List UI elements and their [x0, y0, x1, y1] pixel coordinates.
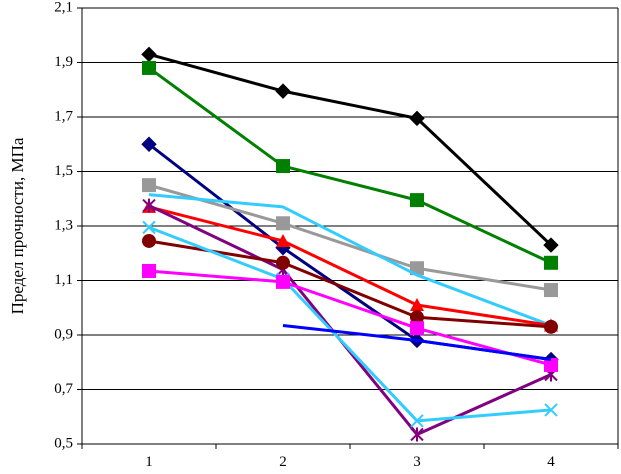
data-point-square	[142, 60, 156, 75]
data-point-square	[410, 193, 424, 208]
data-point-square	[142, 178, 156, 193]
data-point-circle	[276, 255, 290, 270]
data-point-diamond	[141, 136, 157, 152]
data-point-star	[410, 427, 424, 442]
series-11	[282, 323, 552, 362]
series-line	[148, 183, 552, 292]
series-line	[282, 323, 552, 362]
data-point-circle	[142, 233, 156, 248]
series-line	[148, 205, 552, 327]
series-line	[148, 193, 552, 327]
series-line	[148, 269, 552, 367]
y-tick-label: 1,7	[54, 108, 73, 124]
y-tick-label: 1,3	[54, 217, 73, 233]
data-point-square	[276, 216, 290, 231]
series-line	[148, 66, 552, 265]
y-tick-label: 0,9	[54, 326, 73, 342]
y-tick-label: 0,5	[54, 435, 73, 451]
data-point-x	[410, 414, 424, 428]
y-tick-label: 2,1	[54, 0, 73, 15]
data-point-circle	[410, 310, 424, 325]
y-tick-label: 1,1	[54, 272, 73, 288]
series-2	[142, 60, 558, 270]
data-point-star	[142, 198, 156, 213]
y-axis-title: Предел прочности, МПа	[8, 137, 27, 314]
x-tick-label: 3	[413, 454, 421, 470]
series-1	[141, 46, 559, 253]
series-group	[141, 46, 559, 442]
series-10	[142, 263, 558, 372]
data-point-square	[544, 357, 558, 372]
y-tick-label: 0,7	[54, 381, 73, 397]
data-point-triangle	[410, 298, 424, 312]
y-tick-label: 1,9	[54, 54, 73, 70]
data-point-square	[276, 159, 290, 174]
data-point-diamond	[275, 83, 291, 99]
x-tick-label: 4	[547, 454, 555, 470]
data-point-diamond	[543, 237, 559, 253]
data-point-x	[544, 403, 558, 417]
data-point-circle	[544, 319, 558, 334]
series-line	[148, 52, 553, 247]
data-point-square	[544, 255, 558, 270]
data-point-square	[276, 274, 290, 289]
y-tick-labels: 0,5 0,7 0,9 1,1 1,3 1,5 1,7 1,9 2,1	[54, 0, 73, 451]
x-tick-label: 1	[145, 454, 153, 470]
data-point-square	[142, 263, 156, 278]
x-tick-label: 2	[279, 454, 287, 470]
series-5	[148, 193, 552, 327]
series-4	[142, 178, 558, 298]
data-point-diamond	[409, 110, 425, 127]
axes	[77, 7, 619, 449]
y-tick-label: 1,5	[54, 163, 73, 179]
data-point-square	[410, 321, 424, 336]
x-tick-labels: 1 2 3 4	[145, 454, 555, 470]
data-point-triangle	[276, 233, 290, 247]
data-point-x	[142, 220, 156, 235]
data-point-square	[544, 283, 558, 298]
series-line	[148, 225, 552, 423]
